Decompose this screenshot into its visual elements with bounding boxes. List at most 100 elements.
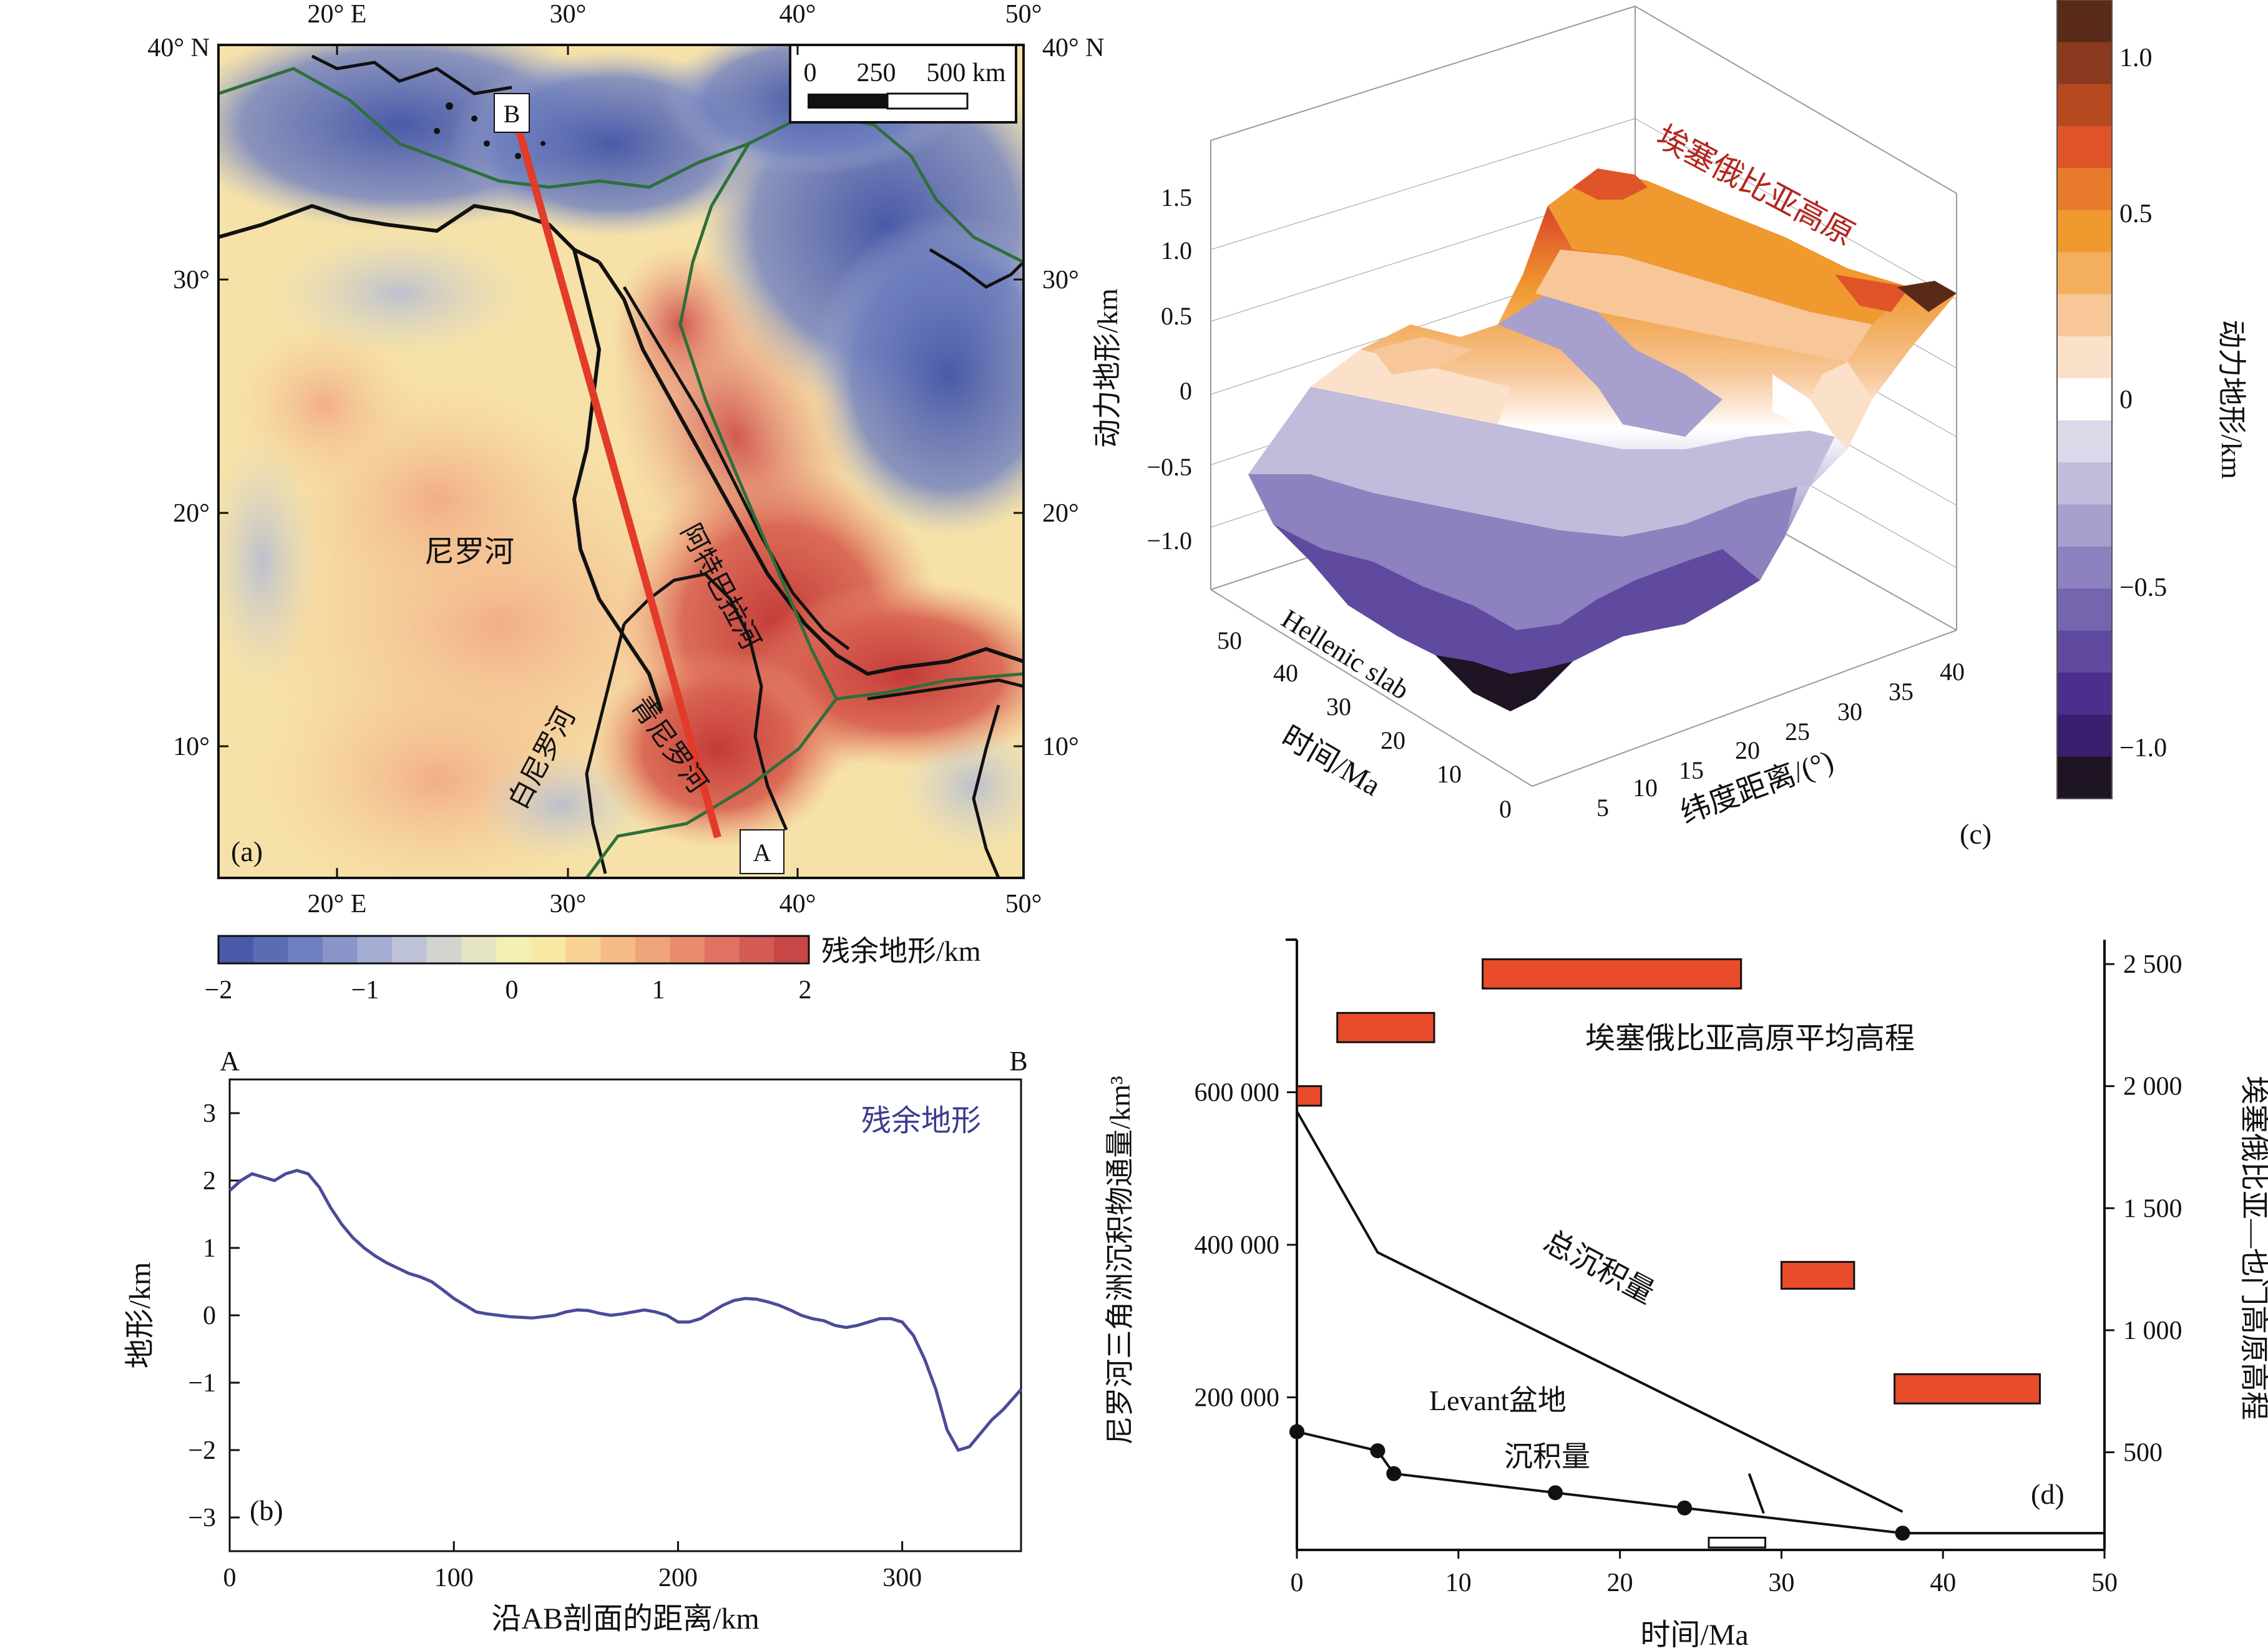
x-tick-label: 30 bbox=[1768, 1569, 1794, 1597]
scale-label-250: 250 bbox=[857, 59, 896, 87]
cbar-c-tick-0: 0 bbox=[2119, 386, 2133, 414]
profile-end-a: A bbox=[220, 1046, 240, 1076]
colorbar-residual-swatch bbox=[705, 936, 740, 963]
annotation-plateau-mean-elevation: 埃塞俄比亚高原平均高程 bbox=[1585, 1022, 1915, 1055]
panel-a-map: B A 0 250 500 km (a) 尼罗河 阿特巴拉河 白尼罗河 青尼罗河… bbox=[147, 0, 1104, 1005]
cbar-a-tick-0: 0 bbox=[506, 976, 519, 1005]
plateau-elevation-box bbox=[1894, 1373, 2041, 1405]
plateau-elevation-box bbox=[1482, 958, 1743, 990]
lon-tick-30-bottom: 30° bbox=[550, 890, 587, 918]
z-tick-1.0: 1.0 bbox=[1161, 236, 1192, 265]
annotation-total-sediment: 总沉积量 bbox=[1538, 1225, 1659, 1310]
colorbar-dynamic-ticks: 1.0 0.5 0 −0.5 −1.0 bbox=[2119, 44, 2167, 762]
colorbar-dynamic bbox=[2056, 0, 2113, 799]
cbar-c-tick-1.0: 1.0 bbox=[2119, 44, 2153, 72]
lon-tick-20-bottom: 20° E bbox=[308, 890, 367, 918]
colorbar-residual-title: 残余地形/km bbox=[821, 935, 981, 967]
levant-sediment-line bbox=[1296, 1430, 2104, 1535]
colorbar-dynamic-swatch bbox=[2057, 378, 2112, 421]
profile-y-tick-label: 3 bbox=[203, 1099, 216, 1128]
lat-tick-5: 5 bbox=[1596, 794, 1609, 822]
lat-tick-35: 35 bbox=[1889, 678, 1914, 706]
time-tick-50: 50 bbox=[1217, 626, 1242, 655]
profile-y-axis-title: 地形/km bbox=[124, 1262, 157, 1369]
colorbar-dynamic-swatch bbox=[2057, 84, 2112, 127]
scale-bar: 0 250 500 km bbox=[789, 44, 1017, 124]
colorbar-residual-swatch bbox=[496, 936, 532, 963]
total-sediment-line bbox=[1296, 1111, 1904, 1513]
lat-tick-40-right: 40° N bbox=[1042, 34, 1105, 62]
lon-tick-20-top: 20° E bbox=[308, 0, 367, 29]
profile-y-tick-label: 0 bbox=[203, 1302, 216, 1330]
colorbar-residual-swatch bbox=[426, 936, 462, 963]
panel-d-chart: 600 000 400 000 200 000 2 500 2 000 1 500 1 00… bbox=[1104, 938, 2268, 1651]
profile-series-line bbox=[228, 1169, 1022, 1452]
colorbar-residual-swatch bbox=[392, 936, 428, 963]
map-frame bbox=[217, 44, 1025, 879]
profile-end-b: B bbox=[1009, 1046, 1027, 1076]
colorbar-dynamic-title: 动力地形/km bbox=[2216, 319, 2247, 479]
colorbar-dynamic-swatch bbox=[2057, 504, 2112, 547]
cbar-a-tick-1: 1 bbox=[652, 976, 665, 1005]
lat-tick-10: 10 bbox=[1633, 774, 1658, 802]
x-tick-label: 10 bbox=[1445, 1569, 1472, 1597]
plateau-elevation-box bbox=[1336, 1011, 1435, 1043]
point-a-marker: A bbox=[740, 829, 785, 874]
lat-tick-20-left: 20° bbox=[173, 499, 210, 528]
time-tick-30: 30 bbox=[1326, 693, 1351, 721]
point-b-label: B bbox=[504, 100, 521, 128]
colorbar-residual-swatch bbox=[461, 936, 497, 963]
profile-series-name: 残余地形 bbox=[861, 1104, 981, 1137]
panel-c-3d: 埃塞俄比亚高原 Hellenic slab 1.5 1.0 0.5 0 −0.5… bbox=[1092, 0, 2247, 850]
colorbar-residual-swatch bbox=[530, 936, 566, 963]
map-lat-ticks: 40° N 30° 20° 10° 40° N 30° 20° 10° bbox=[147, 34, 1104, 761]
colorbar-residual bbox=[217, 935, 810, 965]
right-tick-label: 2 000 bbox=[2123, 1073, 2182, 1101]
label-nile: 尼罗河 bbox=[424, 535, 514, 568]
colorbar-residual-swatch bbox=[600, 936, 636, 963]
lat-tick-30: 30 bbox=[1837, 698, 1862, 726]
levant-sediment-point bbox=[1895, 1526, 1910, 1541]
profile-y-tick-label: 1 bbox=[203, 1234, 216, 1263]
plateau-elevation-box bbox=[1780, 1260, 1855, 1290]
colorbar-residual-swatch bbox=[253, 936, 288, 963]
profile-x-axis-title: 沿AB剖面的距离/km bbox=[491, 1602, 759, 1635]
colorbar-dynamic-swatch bbox=[2057, 168, 2112, 211]
levant-sediment-point bbox=[1548, 1485, 1563, 1501]
cbar-a-tick-2: 2 bbox=[799, 976, 812, 1005]
point-a-label: A bbox=[753, 839, 771, 867]
y-axis-right-title: 埃塞俄比亚—也门高原高程 bbox=[2238, 1076, 2268, 1420]
colorbar-residual-swatch bbox=[357, 936, 393, 963]
axis-break-mark bbox=[1747, 1473, 1765, 1514]
profile-line-ab bbox=[516, 130, 721, 839]
colorbar-residual-swatch bbox=[218, 936, 254, 963]
profile-x-tick-label: 0 bbox=[223, 1564, 237, 1592]
lat-tick-10-right: 10° bbox=[1042, 733, 1079, 761]
cbar-a-tick-m1: −1 bbox=[351, 976, 379, 1005]
right-tick-label: 1 000 bbox=[2123, 1317, 2182, 1345]
profile-x-tick-label: 300 bbox=[882, 1564, 922, 1592]
colorbar-dynamic-swatch bbox=[2057, 126, 2112, 168]
colorbar-residual-swatch bbox=[774, 936, 809, 963]
time-axis-ticks: 50 40 30 20 10 0 bbox=[1217, 626, 1512, 823]
colorbar-residual-swatch bbox=[670, 936, 705, 963]
profile-x-tick-label: 100 bbox=[434, 1564, 474, 1592]
colorbar-residual-swatch bbox=[288, 936, 323, 963]
cbar-c-tick-m0.5: −0.5 bbox=[2119, 573, 2167, 602]
lon-tick-40-bottom: 40° bbox=[780, 890, 816, 918]
time-tick-10: 10 bbox=[1437, 760, 1462, 788]
panel-b-label: (b) bbox=[250, 1494, 283, 1526]
lon-tick-30-top: 30° bbox=[550, 0, 587, 29]
lat-tick-10-left: 10° bbox=[173, 733, 210, 761]
colorbar-residual-swatch bbox=[565, 936, 601, 963]
lon-tick-50-top: 50° bbox=[1005, 0, 1042, 29]
annotation-levant-sediment: 沉积量 bbox=[1504, 1441, 1590, 1473]
time-axis-title: 时间/Ma bbox=[1276, 720, 1387, 803]
lon-tick-40-top: 40° bbox=[780, 0, 816, 29]
y-axis-left-title: 尼罗河三角洲沉积物通量/km³ bbox=[1104, 1076, 1136, 1444]
colorbar-dynamic-frame bbox=[2056, 0, 2113, 799]
lat-tick-40-left: 40° N bbox=[147, 34, 210, 62]
z-tick-m1.0: −1.0 bbox=[1146, 527, 1192, 555]
